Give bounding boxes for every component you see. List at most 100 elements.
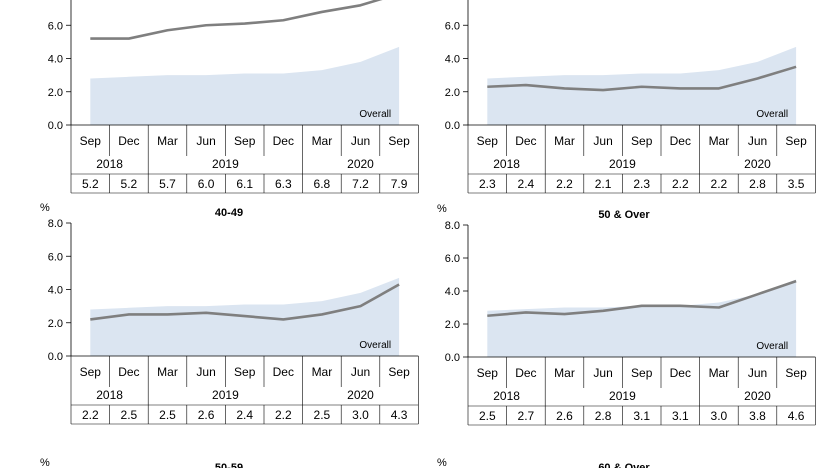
x-tick-label: Dec — [273, 365, 294, 379]
data-label: 2.2 — [275, 408, 292, 422]
chart-title: 50 & Over — [598, 209, 650, 221]
x-tick-label: Sep — [234, 134, 256, 148]
y-tick-label: 0.0 — [48, 120, 63, 132]
x-tick-label: Mar — [554, 366, 575, 380]
y-tick-label: 4.0 — [48, 285, 63, 297]
year-label: 2020 — [347, 157, 374, 171]
overall-label: Overall — [756, 341, 788, 352]
overall-label: Overall — [359, 109, 391, 120]
data-label: 6.1 — [236, 177, 253, 191]
x-tick-label: Mar — [554, 134, 575, 148]
data-label: 2.5 — [159, 408, 176, 422]
x-tick-label: Sep — [785, 134, 807, 148]
year-label: 2020 — [347, 388, 374, 402]
y-tick-label: 6.0 — [445, 253, 460, 265]
year-label: 2019 — [609, 389, 636, 403]
year-label: 2020 — [744, 389, 771, 403]
x-tick-label: Sep — [80, 365, 102, 379]
data-label: 7.9 — [391, 177, 408, 191]
data-label: 3.0 — [711, 409, 728, 423]
y-tick-label: 4.0 — [48, 54, 63, 66]
x-tick-label: Sep — [388, 365, 410, 379]
data-label: 3.5 — [788, 177, 805, 191]
y-tick-label: 0.0 — [445, 352, 460, 364]
x-tick-label: Jun — [748, 366, 767, 380]
y-tick-label: 4.0 — [445, 54, 460, 66]
data-label: 6.0 — [198, 177, 215, 191]
data-label: 2.2 — [672, 177, 689, 191]
y-tick-label: 4.0 — [445, 286, 460, 298]
year-label: 2018 — [96, 388, 123, 402]
x-tick-label: Sep — [631, 134, 653, 148]
data-label: 7.2 — [352, 177, 369, 191]
y-tick-label: 2.0 — [445, 319, 460, 331]
overall-area — [487, 279, 797, 357]
x-tick-label: Dec — [670, 134, 691, 148]
x-tick-label: Jun — [748, 134, 767, 148]
data-label: 2.2 — [711, 177, 728, 191]
x-tick-label: Mar — [157, 134, 178, 148]
data-label: 4.3 — [391, 408, 408, 422]
chart-panel-1: 0.0 2.0 4.0 6.0 Overall Sep Dec Mar Jun Sep Dec Mar… — [48, 0, 419, 194]
year-label: 2018 — [96, 157, 123, 171]
series-line — [90, 0, 383, 40]
x-tick-label: Jun — [351, 134, 370, 148]
x-tick-label: Mar — [157, 365, 178, 379]
data-label: 2.7 — [518, 409, 535, 423]
x-tick-label: Sep — [388, 134, 410, 148]
data-label: 2.3 — [633, 177, 650, 191]
x-tick-label: Mar — [709, 366, 730, 380]
data-label: 2.5 — [479, 409, 496, 423]
data-label: 2.3 — [479, 177, 496, 191]
x-tick-label: Jun — [196, 365, 215, 379]
series-line — [90, 283, 400, 321]
unit-label: % — [437, 203, 447, 215]
x-tick-label: Dec — [515, 366, 536, 380]
bottom-right-title: 60 & Over — [598, 462, 650, 468]
data-label: 2.5 — [314, 408, 331, 422]
data-label: 3.1 — [633, 409, 650, 423]
y-tick-label: 8.0 — [445, 220, 460, 232]
year-label: 2018 — [493, 157, 520, 171]
y-tick-label: 2.0 — [48, 318, 63, 330]
year-label: 2018 — [493, 389, 520, 403]
data-label: 6.3 — [275, 177, 292, 191]
data-label: 5.2 — [121, 177, 138, 191]
x-tick-label: Dec — [118, 365, 139, 379]
overall-label: Overall — [359, 340, 391, 351]
x-tick-label: Dec — [273, 134, 294, 148]
x-tick-label: Mar — [709, 134, 730, 148]
year-label: 2019 — [212, 388, 239, 402]
data-label: 4.6 — [788, 409, 805, 423]
chart-panel-3: % 40-49 0.0 2.0 4.0 6.0 8.0 Overall Sep Dec Mar Jun… — [40, 202, 419, 425]
x-tick-label: Mar — [312, 134, 333, 148]
x-tick-label: Jun — [351, 365, 370, 379]
chart-title: 40-49 — [215, 207, 243, 219]
data-label: 3.0 — [352, 408, 369, 422]
y-tick-label: 0.0 — [48, 351, 63, 363]
data-label: 2.8 — [749, 177, 766, 191]
y-tick-label: 2.0 — [445, 87, 460, 99]
year-label: 2020 — [744, 157, 771, 171]
overall-area — [90, 46, 400, 125]
data-label: 2.4 — [236, 408, 253, 422]
x-tick-label: Sep — [234, 365, 256, 379]
data-label: 5.7 — [159, 177, 176, 191]
x-tick-label: Dec — [670, 366, 691, 380]
x-tick-label: Sep — [80, 134, 102, 148]
x-tick-label: Jun — [196, 134, 215, 148]
x-tick-label: Dec — [118, 134, 139, 148]
data-label: 2.2 — [82, 408, 99, 422]
x-tick-label: Sep — [785, 366, 807, 380]
y-tick-label: 6.0 — [48, 251, 63, 263]
year-label: 2019 — [609, 157, 636, 171]
year-label: 2019 — [212, 157, 239, 171]
data-label: 5.2 — [82, 177, 99, 191]
data-label: 2.4 — [518, 177, 535, 191]
data-label: 3.1 — [672, 409, 689, 423]
overall-label: Overall — [756, 109, 788, 120]
y-tick-label: 8.0 — [48, 218, 63, 230]
x-tick-label: Jun — [593, 134, 612, 148]
data-label: 2.6 — [556, 409, 573, 423]
